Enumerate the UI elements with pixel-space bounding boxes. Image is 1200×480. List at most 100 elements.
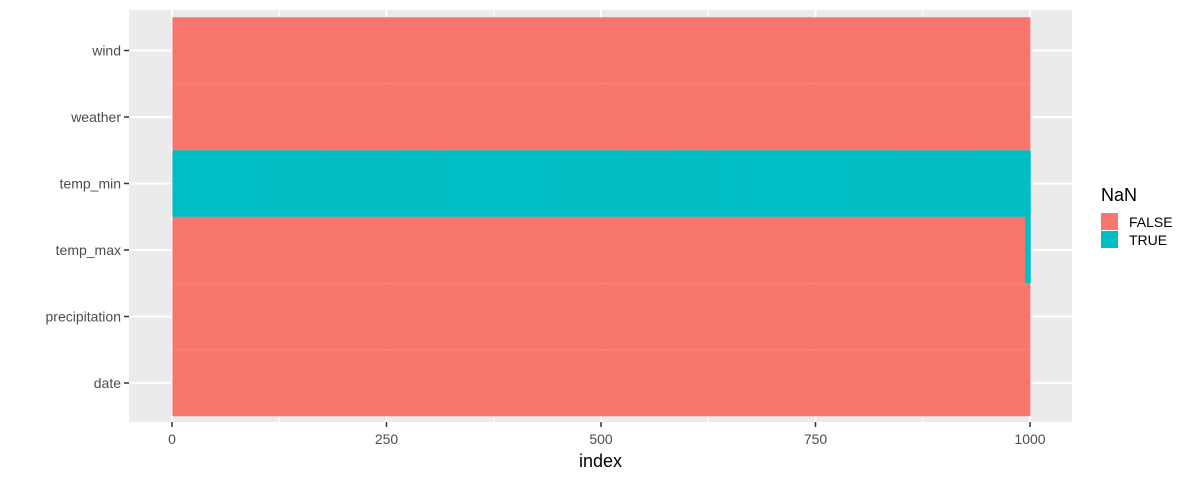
tile-missing-temp_min [357, 150, 359, 217]
tile-missing-temp_min [362, 150, 364, 217]
tile-missing-temp_min [288, 150, 290, 217]
tile-missing-temp_min [923, 150, 925, 217]
tile-missing-temp_min [936, 150, 938, 217]
tile-missing-temp_min [976, 150, 978, 217]
tile-missing-temp_min [666, 150, 668, 217]
tile-missing-temp_min [546, 150, 548, 217]
tile-missing-temp_min [597, 150, 599, 217]
tile-missing-temp_min [395, 150, 397, 217]
tile-missing-temp_min [209, 150, 211, 217]
tile-missing-temp_min [864, 150, 867, 217]
tile-missing-temp_min [770, 150, 772, 217]
tile-missing-temp_min [380, 150, 383, 217]
tile-missing-temp_min [724, 150, 726, 217]
tile-missing-temp_min [900, 150, 903, 217]
tile-missing-temp_min [874, 150, 876, 217]
y-axis: date precipitation temp_max temp_min weather… [46, 43, 129, 391]
tile-missing-temp_min [858, 150, 861, 217]
tile-missing-temp_min [670, 150, 672, 217]
tile-missing-temp_min [701, 150, 704, 217]
tile-missing-temp_min [467, 150, 469, 217]
tile-missing-temp_min [910, 150, 912, 217]
tile-missing-temp_min [627, 150, 629, 217]
tile-missing-temp_min [760, 150, 762, 217]
tile-row-wind [172, 17, 1031, 84]
tile-missing-temp_min [330, 150, 332, 217]
tile-missing-temp_min [374, 150, 376, 217]
tile-missing-temp_min [844, 150, 846, 217]
tile-missing-temp_min [594, 150, 596, 217]
tile-missing-temp_min [531, 150, 533, 217]
tile-missing-temp_min [936, 150, 939, 217]
tile-missing-temp_min [382, 150, 384, 217]
tile-missing-temp_min [675, 150, 677, 217]
tile-missing-temp_min [524, 150, 526, 217]
tile-missing-temp_min [809, 150, 812, 217]
tile-missing-temp_min [293, 150, 295, 217]
tile-missing-temp_min [509, 150, 511, 217]
tile-missing-temp_min [505, 150, 507, 217]
tile-missing-temp_min [903, 150, 905, 217]
tile-missing-temp_min [414, 150, 416, 217]
tile-missing-temp_min [422, 150, 425, 217]
tile-missing-temp_min [223, 150, 225, 217]
tile-missing-temp_min [866, 150, 868, 217]
tile-missing-temp_min [422, 150, 424, 217]
tile-missing-temp_min [498, 150, 500, 217]
tile-missing-temp_min [797, 150, 800, 217]
tile-missing-temp_min [522, 150, 524, 217]
tile-missing-temp_min [262, 150, 264, 217]
legend: NaN FALSE TRUE [1101, 185, 1173, 248]
tile-missing-temp_min [465, 150, 467, 217]
tile-missing-temp_min [762, 150, 764, 217]
tile-missing-temp_min [363, 150, 365, 217]
tile-missing-temp_min [519, 150, 522, 217]
tile-missing-temp_min [651, 150, 653, 217]
tile-missing-temp_min [985, 150, 988, 217]
tile-missing-temp_min [176, 150, 178, 217]
tile-missing-temp_min [368, 150, 371, 217]
tile-missing-temp_min [943, 150, 945, 217]
tile-missing-temp_min [194, 150, 196, 217]
tile-missing-temp_min [350, 150, 352, 217]
tile-missing-temp_min [465, 150, 468, 217]
tile-missing-temp_min [737, 150, 740, 217]
tile-missing-temp_min [352, 150, 354, 217]
tile-missing-temp_min [557, 150, 559, 217]
tile-missing-temp_min [1005, 150, 1007, 217]
tile-missing-temp_min [229, 150, 232, 217]
tile-missing-temp_min [384, 150, 386, 217]
tile-missing-temp_min [745, 150, 747, 217]
tile-missing-temp_min [990, 150, 992, 217]
legend-label: FALSE [1129, 214, 1173, 230]
tile-missing-temp_min [789, 150, 791, 217]
tile-missing-temp_min [717, 150, 719, 217]
tile-missing-temp_min [283, 150, 286, 217]
tile-missing-temp_min [272, 150, 275, 217]
tile-missing-temp_min [344, 150, 347, 217]
tile-missing-temp_min [921, 150, 923, 217]
tile-missing-temp_min [939, 150, 941, 217]
tile-missing-temp_min [997, 150, 1000, 217]
tile-missing-temp_min [961, 150, 963, 217]
x-tick-label: 500 [589, 431, 613, 447]
tile-missing-temp_min [867, 150, 869, 217]
x-tick-label: 750 [804, 431, 828, 447]
tile-missing-temp_min [730, 150, 733, 217]
tile-missing-temp_min [446, 150, 448, 217]
tile-missing-temp_min [410, 150, 413, 217]
tile-missing-temp_min [412, 150, 414, 217]
tile-missing-temp_min [591, 150, 593, 217]
tile-missing-temp_min [270, 150, 272, 217]
tile-missing-temp_min [935, 150, 937, 217]
tile-missing-temp_min [393, 150, 395, 217]
tile-missing-temp_min [741, 150, 743, 217]
tile-missing-temp_min [749, 150, 751, 217]
tile-missing-temp_min [356, 150, 359, 217]
tile-missing-temp_min [654, 150, 656, 217]
tile-missing-temp_min [897, 150, 899, 217]
tile-missing-temp_min [241, 150, 243, 217]
tile-missing-temp_min [431, 150, 433, 217]
tile-missing-temp_min [342, 150, 344, 217]
tile-missing-temp_min [347, 150, 349, 217]
